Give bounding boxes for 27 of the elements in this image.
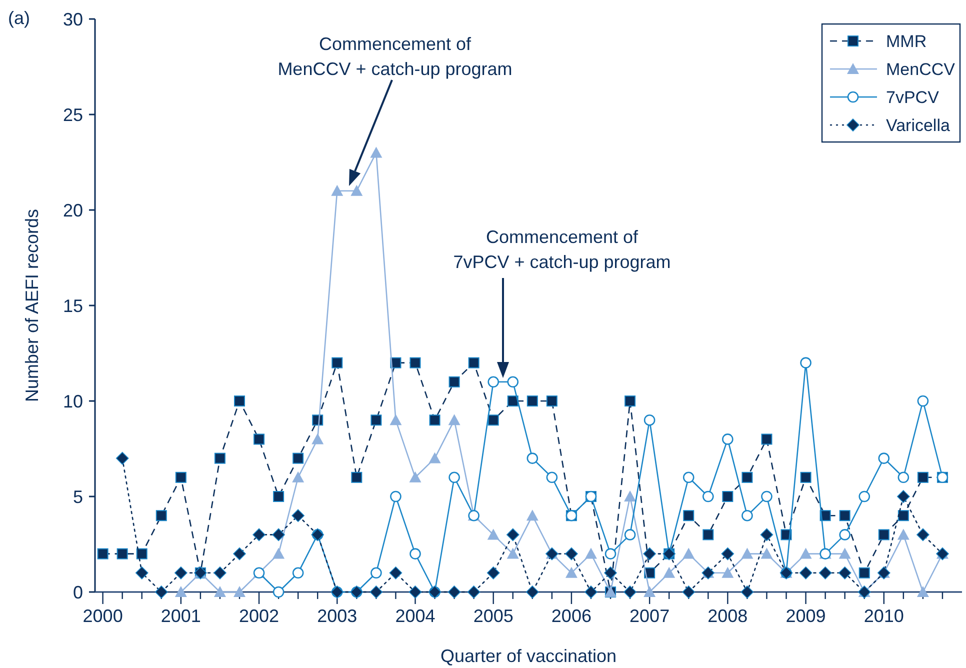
text: (a) [8,8,30,28]
legend-label: 7vPCV [886,88,940,107]
y-axis-title: Number of AEFI records [22,208,42,402]
legend-label: MMR [886,32,927,51]
x-tick-label: 2002 [239,606,280,626]
legend-label: MenCCV [886,60,956,79]
x-tick-label: 2008 [708,606,748,626]
x-tick-label: 2004 [395,606,436,626]
x-tick-label: 2009 [786,606,826,626]
y-tick-label: 25 [62,104,83,125]
legend-label: Varicella [886,116,950,135]
y-tick-label: 20 [62,200,83,220]
annotation: Commencement of 7vPCV + catch-up program [453,227,671,272]
x-tick-label: 2005 [473,606,514,626]
x-tick-label: 2001 [160,606,201,626]
annotation: Commencement of MenCCV + catch-up program [278,34,512,79]
y-tick-label: 15 [62,296,83,316]
x-tick-label: 2003 [317,606,358,626]
x-tick-label: 2006 [551,606,592,626]
y-tick-label: 0 [72,582,83,602]
x-tick-label: 2007 [630,606,670,626]
x-tick-label: 2010 [864,606,904,626]
x-tick-label: 2000 [82,606,123,626]
y-tick-label: 10 [62,391,83,412]
y-tick-label: 30 [62,9,83,30]
x-axis-title: Quarter of vaccination [440,646,617,666]
y-tick-label: 5 [72,486,83,507]
